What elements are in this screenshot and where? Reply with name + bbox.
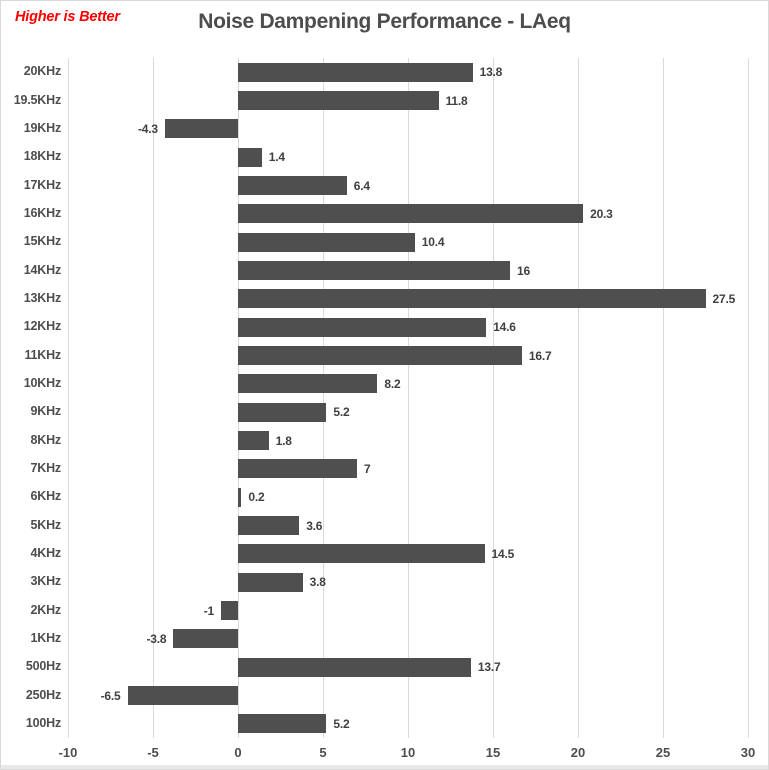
gridline-25 [662, 58, 664, 738]
category-label-16khz: 16KHz [23, 205, 61, 220]
category-label-100hz: 100Hz [25, 715, 61, 730]
bar-2khz [221, 601, 238, 620]
bar-3khz [238, 572, 303, 592]
x-tick-10: 10 [400, 745, 416, 760]
category-label-15khz: 15KHz [23, 234, 61, 249]
category-label-5khz: 5KHz [30, 517, 62, 532]
higher-is-better-annotation: Higher is Better [15, 9, 120, 25]
x-tick-0: 0 [234, 745, 242, 760]
bar-9khz [238, 402, 327, 422]
bar-18khz [238, 147, 262, 167]
gridline-0 [237, 58, 239, 738]
data-label-20khz: 13.8 [479, 65, 503, 80]
data-label-3khz: 3.8 [309, 575, 326, 590]
x-tick-20: 20 [570, 745, 586, 760]
bar-1khz [173, 629, 238, 649]
bar-100hz [238, 714, 327, 734]
gridline-5 [322, 58, 324, 738]
bar-13khz [238, 289, 706, 309]
category-label-2khz: 2KHz [30, 602, 62, 617]
bar-11khz [238, 346, 522, 365]
data-label-16khz: 20.3 [590, 206, 613, 221]
bar-19khz [164, 119, 238, 139]
category-label-11khz: 11KHz [24, 347, 61, 362]
bar-12khz [238, 317, 487, 337]
data-label-2khz: -1 [203, 603, 214, 618]
bar-20khz [238, 62, 473, 82]
data-label-13khz: 27.5 [712, 291, 736, 306]
bar-500hz [238, 657, 471, 677]
bar-4khz [238, 544, 485, 564]
category-label-1khz: 1KHz [30, 630, 62, 645]
category-label-8khz: 8KHz [30, 432, 62, 447]
data-label-14khz: 16 [517, 263, 530, 278]
bar-16khz [238, 204, 584, 224]
chart-title: Noise Dampening Performance - LAeq [198, 10, 571, 33]
data-label-9khz: 5.2 [333, 405, 350, 420]
data-label-7khz: 7 [364, 461, 371, 476]
bar-19.5khz [238, 91, 439, 110]
gridline-30 [747, 58, 749, 738]
bar-10khz [238, 374, 378, 394]
data-label-250hz: -6.5 [100, 688, 121, 703]
data-label-8khz: 1.8 [275, 433, 292, 448]
category-label-3khz: 3KHz [30, 574, 62, 589]
category-label-250hz: 250Hz [25, 687, 61, 702]
x-tick-30: 30 [740, 745, 756, 760]
category-label-9khz: 9KHz [30, 404, 62, 419]
data-label-5khz: 3.6 [306, 518, 323, 533]
data-label-1khz: -3.8 [146, 631, 167, 646]
category-label-19.5khz: 19.5KHz [13, 92, 61, 107]
data-label-19.5khz: 11.8 [445, 93, 468, 108]
bar-7khz [238, 459, 357, 479]
x-tick-5: 5 [319, 745, 327, 760]
x-tick--10: -10 [58, 745, 78, 760]
data-label-6khz: 0.2 [248, 490, 265, 505]
category-label-13khz: 13KHz [23, 290, 61, 305]
category-label-17khz: 17KHz [23, 177, 61, 192]
data-label-11khz: 16.7 [528, 348, 552, 363]
data-label-12khz: 14.6 [493, 320, 516, 335]
category-label-6khz: 6KHz [30, 489, 62, 504]
gridline-10 [407, 58, 409, 738]
category-label-7khz: 7KHz [30, 460, 62, 475]
gridline--10 [67, 58, 69, 738]
gridline-20 [577, 58, 579, 738]
category-label-14khz: 14KHz [23, 262, 61, 277]
category-label-19khz: 19KHz [23, 120, 61, 135]
data-label-4khz: 14.5 [491, 546, 515, 561]
plot-area: 13.8 11.8 -4.3 1.4 6.4 20.3 10.4 16 27.5 14.6 16.7… [67, 58, 749, 738]
data-label-100hz: 5.2 [333, 716, 350, 731]
x-tick--5: -5 [147, 745, 159, 760]
gridline-15 [492, 58, 494, 738]
x-tick-15: 15 [485, 745, 501, 760]
bar-8khz [238, 431, 269, 450]
x-tick-25: 25 [655, 745, 671, 760]
data-label-17khz: 6.4 [353, 178, 370, 193]
category-label-10khz: 10KHz [23, 375, 61, 390]
gridline--5 [152, 58, 154, 738]
data-label-18khz: 1.4 [268, 150, 285, 165]
bottom-edge-strip [1, 765, 768, 769]
bar-250hz [127, 686, 238, 705]
bar-6khz [238, 487, 242, 507]
bar-15khz [238, 232, 415, 252]
category-label-4khz: 4KHz [30, 545, 62, 560]
data-label-15khz: 10.4 [421, 235, 445, 250]
data-label-10khz: 8.2 [384, 376, 401, 391]
data-label-19khz: -4.3 [138, 121, 158, 136]
data-label-500hz: 13.7 [477, 660, 501, 675]
bar-17khz [238, 176, 347, 195]
bar-5khz [238, 516, 300, 535]
bar-14khz [238, 261, 510, 280]
category-label-12khz: 12KHz [23, 319, 61, 334]
category-label-20khz: 20KHz [23, 64, 61, 79]
category-label-18khz: 18KHz [23, 149, 61, 164]
category-label-500hz: 500Hz [25, 659, 61, 674]
